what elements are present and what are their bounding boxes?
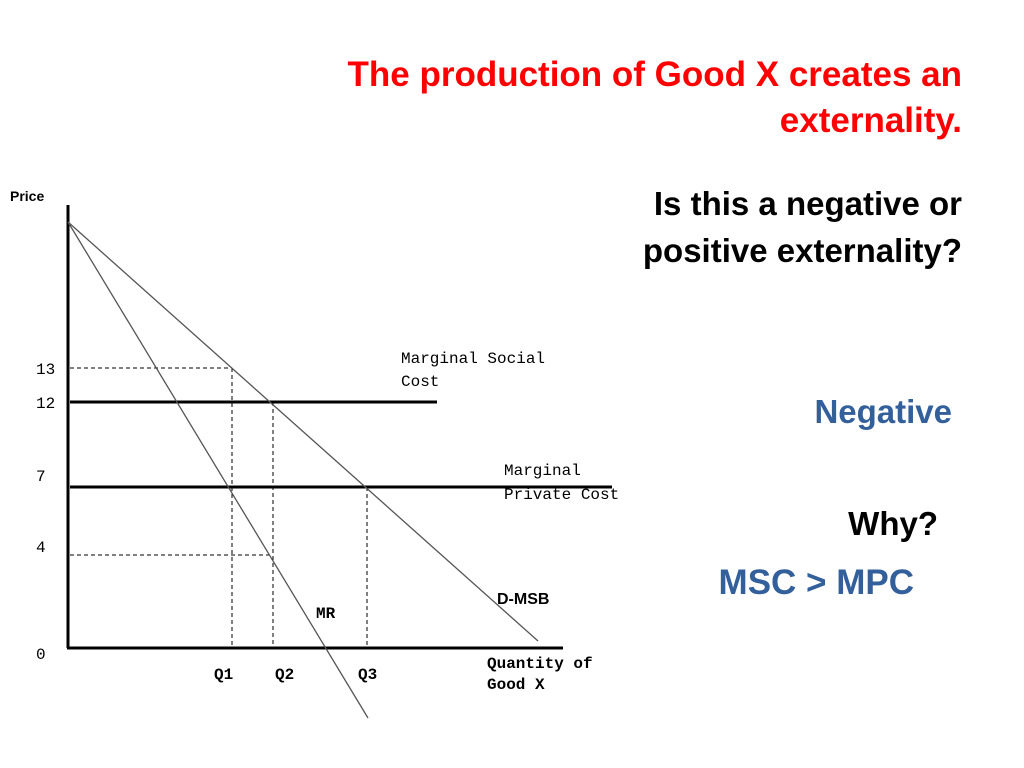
msc-label-line2: Cost — [401, 373, 439, 391]
demand-label: D-MSB — [497, 591, 549, 608]
mr-label: MR — [316, 605, 336, 623]
price-tick-0: 0 — [36, 646, 46, 664]
slide-title: The production of Good X creates an exte… — [347, 55, 963, 140]
question-text: Is this a negative or positive externali… — [642, 185, 962, 269]
why-text: Why? — [848, 505, 938, 542]
quantity-tick-q1: Q1 — [214, 666, 233, 684]
reason-text: MSC > MPC — [718, 563, 914, 602]
msc-label-line1: Marginal Social — [401, 350, 545, 368]
price-tick-13: 13 — [36, 361, 55, 379]
mpc-label-line1: Marginal — [504, 462, 581, 480]
y-axis-label: Price — [10, 188, 44, 204]
quantity-tick-q3: Q3 — [358, 666, 377, 684]
mr-curve — [67, 221, 369, 719]
demand-curve — [67, 221, 539, 642]
price-tick-7: 7 — [36, 468, 46, 486]
x-axis-label-line1: Quantity of — [487, 655, 593, 673]
x-axis-label-line2: Good X — [487, 676, 545, 694]
mpc-label-line2: Private Cost — [504, 486, 619, 504]
answer-text: Negative — [814, 393, 952, 430]
quantity-tick-q2: Q2 — [275, 666, 294, 684]
price-tick-12: 12 — [36, 395, 55, 413]
price-tick-4: 4 — [36, 539, 46, 557]
